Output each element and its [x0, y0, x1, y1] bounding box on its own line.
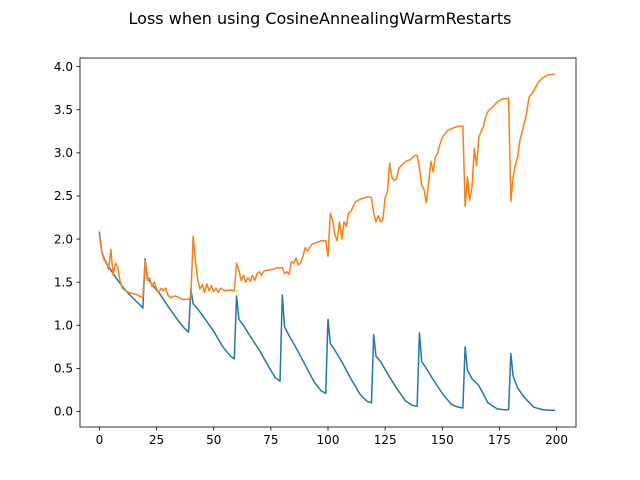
x-tick-label: 200 [545, 433, 568, 447]
y-tick-label: 1.0 [54, 318, 73, 332]
y-tick-label: 1.5 [54, 275, 73, 289]
x-tick-label: 125 [374, 433, 397, 447]
y-tick-label: 4.0 [54, 60, 73, 74]
y-tick-label: 0.0 [54, 405, 73, 419]
x-tick-label: 25 [149, 433, 164, 447]
y-tick-label: 2.0 [54, 232, 73, 246]
x-tick-label: 0 [96, 433, 104, 447]
series-layer [98, 73, 556, 411]
chart-title: Loss when using CosineAnnealingWarmResta… [129, 9, 512, 28]
y-tick-label: 3.5 [54, 103, 73, 117]
x-tick-label: 50 [206, 433, 221, 447]
y-tick-label: 0.5 [54, 362, 73, 376]
y-tick-label: 2.5 [54, 189, 73, 203]
x-tick-label: 150 [431, 433, 454, 447]
x-tick-label: 100 [317, 433, 340, 447]
axes-layer: 0 25 50 75 100 125 150 175 200 0.0 0.5 1.0 1.5 2.0 2.5… [54, 57, 577, 447]
y-tick-label: 3.0 [54, 146, 73, 160]
x-tick-label: 75 [263, 433, 278, 447]
series-line-2 [98, 73, 556, 301]
x-tick-label: 175 [488, 433, 511, 447]
